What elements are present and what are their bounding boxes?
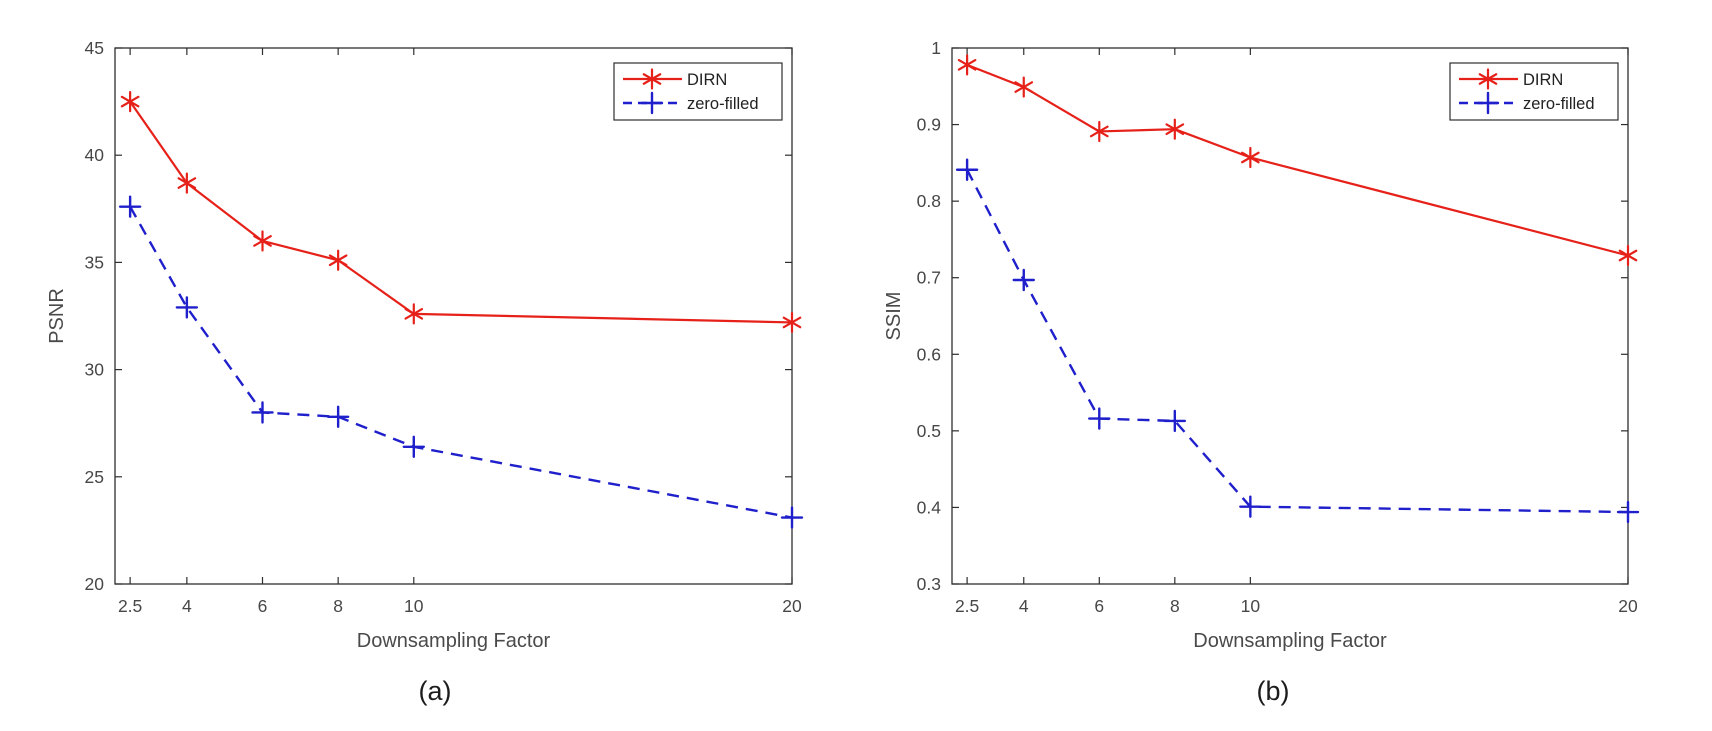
series-markers-zero-filled: [955, 158, 1640, 524]
series-markers-zero-filled: [118, 195, 804, 529]
series-line-zero-filled: [129, 206, 793, 519]
plus-marker: [251, 401, 274, 424]
y-tick-label: 0.6: [917, 344, 941, 364]
legend-asterisk-marker: [1478, 68, 1498, 90]
y-tick-label: 30: [85, 360, 105, 380]
plus-marker: [780, 506, 804, 529]
x-tick-label: 10: [1241, 596, 1261, 616]
legend: DIRN zero-filled: [1449, 62, 1619, 121]
x-tick-label: 6: [1094, 596, 1104, 616]
y-axis-label: PSNR: [46, 288, 68, 344]
x-tick-label: 2.5: [118, 596, 142, 616]
asterisk-marker: [957, 54, 977, 76]
x-axis-label: Downsampling Factor: [1193, 630, 1387, 652]
plus-marker: [1088, 407, 1111, 430]
y-tick-label: 0.4: [917, 497, 942, 517]
legend: DIRN zero-filled: [613, 62, 783, 121]
asterisk-marker: [1165, 118, 1185, 140]
asterisk-marker: [1014, 76, 1034, 98]
x-ticks: [129, 48, 793, 584]
asterisk-marker: [177, 172, 197, 194]
y-tick-label: 0.5: [917, 421, 941, 441]
series-line-zero-filled: [966, 169, 1629, 514]
x-tick-label: 8: [1170, 596, 1180, 616]
x-ticks: [966, 48, 1629, 584]
panel-a-caption: (a): [418, 676, 452, 706]
plus-marker: [118, 195, 142, 218]
legend-entry-zero-filled: zero-filled: [623, 91, 759, 115]
y-tick-label: 40: [85, 145, 105, 165]
asterisk-marker: [404, 303, 424, 325]
plus-marker: [326, 405, 350, 428]
plus-marker: [1163, 409, 1187, 433]
legend-asterisk-marker: [642, 68, 662, 90]
y-axis-label: SSIM: [883, 292, 905, 341]
asterisk-marker: [120, 90, 140, 113]
asterisk-marker: [782, 311, 802, 334]
asterisk-marker: [1618, 244, 1638, 267]
y-tick-label: 1: [931, 38, 941, 58]
y-tick-label: 25: [85, 467, 104, 487]
legend-entry-dirn: DIRN: [623, 68, 727, 90]
series-line-dirn: [129, 100, 793, 324]
y-tick-label: 0.8: [917, 191, 941, 211]
legend-label: DIRN: [1523, 71, 1563, 89]
legend-label: zero-filled: [1523, 95, 1595, 113]
series-markers-dirn: [120, 90, 802, 334]
plus-marker: [175, 296, 199, 319]
plus-marker: [1012, 268, 1035, 292]
x-tick-label: 20: [1618, 596, 1638, 616]
y-tick-label: 0.7: [917, 268, 941, 288]
chart-panel-a: 2.5 4 6 8 10 20 20 25 30 35 40 45 Downsampling Facto…: [46, 38, 804, 652]
y-tick-label: 20: [85, 574, 105, 594]
axis-box: [951, 47, 1629, 585]
legend-entry-dirn: DIRN: [1459, 68, 1563, 90]
legend-label: DIRN: [687, 71, 727, 89]
x-axis-label: Downsampling Factor: [357, 630, 551, 652]
x-tick-label: 10: [404, 596, 424, 616]
legend-box: [1449, 62, 1619, 121]
asterisk-marker: [253, 230, 272, 252]
x-tick-label: 4: [1019, 596, 1029, 616]
asterisk-marker: [328, 249, 348, 271]
x-tick-label: 2.5: [955, 596, 979, 616]
legend-plus-marker: [640, 91, 664, 115]
plus-marker: [402, 435, 425, 458]
legend-plus-marker: [1476, 91, 1500, 115]
plus-marker: [1239, 495, 1262, 518]
legend-entry-zero-filled: zero-filled: [1459, 91, 1595, 115]
chart-panel-b: 2.5 4 6 8 10 20 0.3 0.4 0.5 0.6 0.7 0.8 0.9 1 Downsamp…: [883, 38, 1640, 652]
legend-box: [613, 62, 783, 121]
legend-label: zero-filled: [687, 95, 759, 113]
asterisk-marker: [1089, 120, 1109, 143]
x-tick-label: 20: [782, 596, 802, 616]
x-tick-label: 6: [258, 596, 268, 616]
y-tick-label: 0.9: [917, 115, 941, 135]
panel-b-caption: (b): [1256, 676, 1290, 706]
x-tick-label: 8: [333, 596, 343, 616]
plus-marker: [1616, 500, 1640, 524]
series-markers-dirn: [957, 54, 1638, 267]
y-tick-label: 35: [85, 252, 104, 272]
x-tick-label: 4: [182, 596, 192, 616]
series-line-dirn: [966, 63, 1629, 257]
y-ticks: [115, 47, 792, 585]
y-tick-label: 0.3: [917, 574, 941, 594]
asterisk-marker: [1241, 146, 1260, 169]
y-tick-label: 45: [85, 38, 104, 58]
axis-box: [114, 47, 793, 585]
plus-marker: [955, 158, 979, 181]
y-ticks: [952, 47, 1628, 585]
